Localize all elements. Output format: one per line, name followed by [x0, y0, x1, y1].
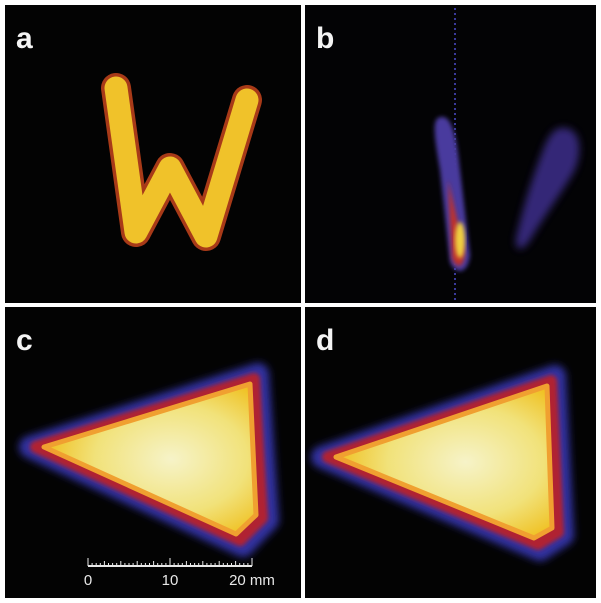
panel-label: a — [16, 22, 33, 55]
panel-a — [5, 5, 301, 303]
scale-label: 0 — [84, 572, 92, 589]
b-blob-core — [455, 222, 465, 258]
scale-label: 10 — [162, 572, 179, 589]
panel-label: c — [16, 324, 33, 357]
scale-label: 20 mm — [229, 572, 275, 589]
panel-label: b — [316, 22, 334, 55]
figure: 0 10 20 mm a b c d — [0, 0, 601, 603]
page: 0 10 20 mm a b c d (() => { const data =… — [0, 0, 601, 603]
panel-label: d — [316, 324, 334, 357]
